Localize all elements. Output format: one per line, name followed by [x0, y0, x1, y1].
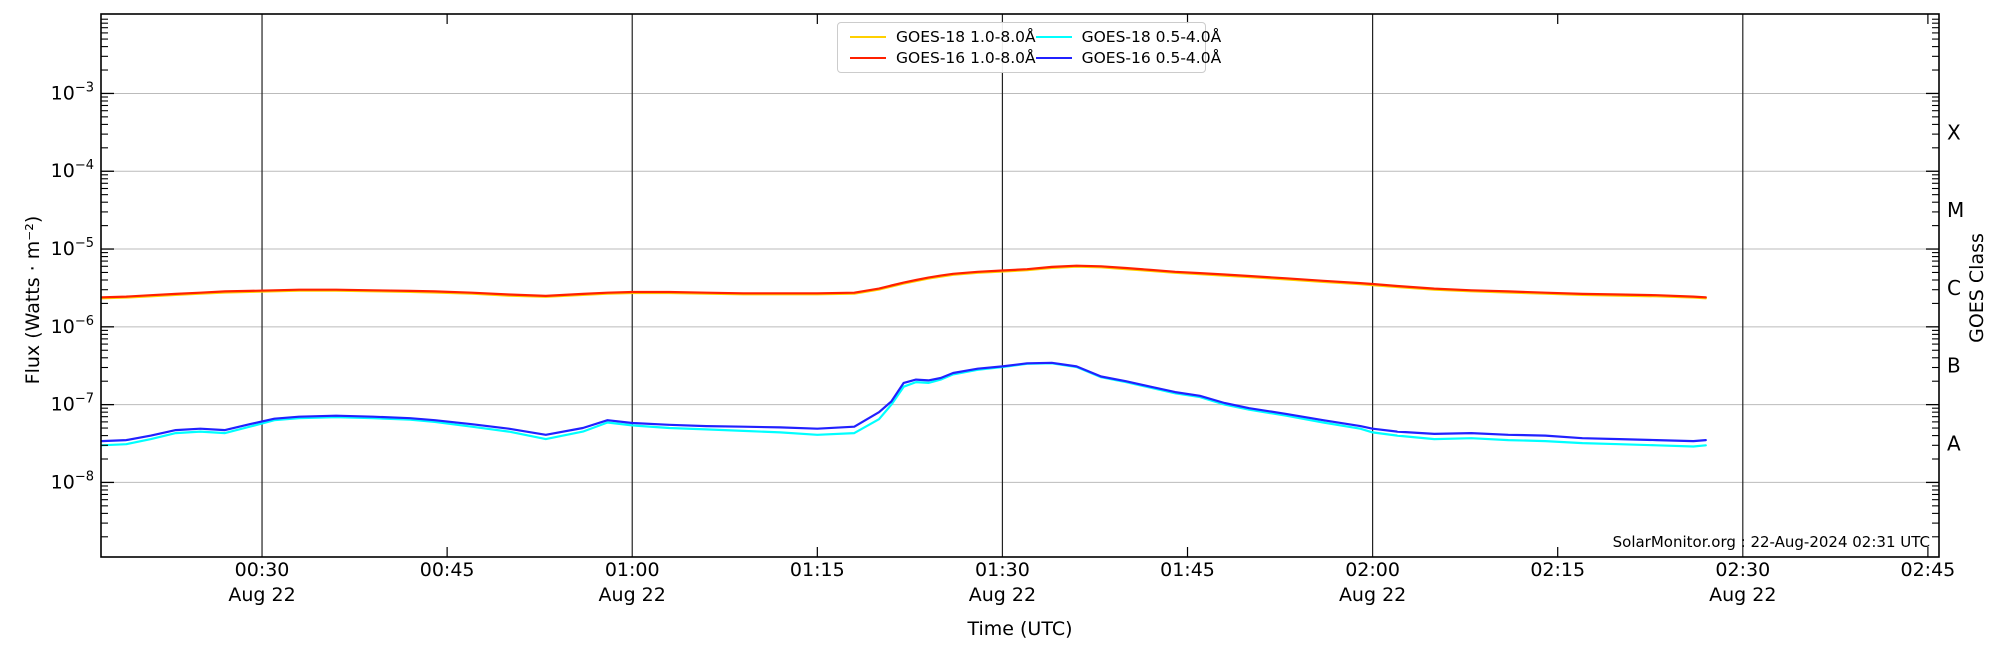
x-tick-label: 01:30 [975, 559, 1030, 581]
x-tick-label: 01:45 [1160, 559, 1215, 581]
x-tick-label: 01:00 [605, 559, 660, 581]
x-tick-label: 02:00 [1345, 559, 1400, 581]
legend: GOES-18 1.0-8.0Å GOES-18 0.5-4.0Å GOES-1… [837, 22, 1221, 73]
legend-line-swatch [1035, 57, 1072, 60]
flux-curve-goes-18-0-5-4-0- [100, 362, 1707, 448]
y-axis-title-right: GOES Class [1966, 233, 1988, 343]
goes-class-letter: B [1947, 354, 1961, 378]
legend-label: GOES-18 1.0-8.0Å [896, 27, 1036, 46]
goes-class-letter: C [1947, 276, 1961, 300]
x-tick-label: 02:45 [1901, 559, 1956, 581]
goes-class-letter: X [1947, 120, 1961, 144]
x-tick-label: 02:15 [1530, 559, 1585, 581]
x-tick-label: 02:30 [1715, 559, 1770, 581]
y-tick-label: 10−4 [51, 158, 94, 182]
legend-item: GOES-16 0.5-4.0Å [1035, 49, 1222, 68]
x-date-label: Aug 22 [599, 584, 666, 606]
legend-label: GOES-18 0.5-4.0Å [1081, 27, 1222, 46]
x-date-label: Aug 22 [1709, 584, 1776, 606]
x-date-label: Aug 22 [228, 584, 295, 606]
legend-item: GOES-16 1.0-8.0Å [850, 49, 1036, 67]
legend-item: GOES-18 1.0-8.0Å [850, 28, 1036, 46]
flux-curve-goes-16-1-0-8-0- [100, 264, 1707, 299]
goes-class-letter: A [1947, 432, 1961, 456]
watermark: SolarMonitor.org : 22-Aug-2024 02:31 UTC [1612, 533, 1930, 551]
x-axis-title: Time (UTC) [967, 618, 1073, 640]
y-tick-label: 10−5 [51, 236, 94, 260]
legend-line-swatch [850, 57, 886, 60]
x-tick-label: 00:30 [235, 559, 290, 581]
x-date-label: Aug 22 [1339, 584, 1406, 606]
x-tick-label: 01:15 [790, 559, 845, 581]
y-tick-label: 10−8 [51, 469, 94, 493]
legend-item: GOES-18 0.5-4.0Å [1035, 27, 1222, 46]
legend-label: GOES-16 0.5-4.0Å [1081, 49, 1222, 68]
y-tick-label: 10−3 [51, 80, 94, 104]
plot-frame [100, 13, 1940, 558]
y-tick-label: 10−7 [51, 392, 94, 416]
flux-curve-goes-16-0-5-4-0- [100, 361, 1707, 443]
x-date-label: Aug 22 [969, 584, 1036, 606]
legend-line-swatch [850, 35, 886, 38]
y-tick-label: 10−6 [51, 314, 94, 338]
x-tick-label: 00:45 [420, 559, 475, 581]
legend-label: GOES-16 1.0-8.0Å [896, 49, 1036, 68]
goes-class-letter: M [1947, 198, 1964, 222]
y-axis-title-left: Flux (Watts · m⁻²) [22, 215, 44, 385]
legend-line-swatch [1035, 35, 1072, 38]
